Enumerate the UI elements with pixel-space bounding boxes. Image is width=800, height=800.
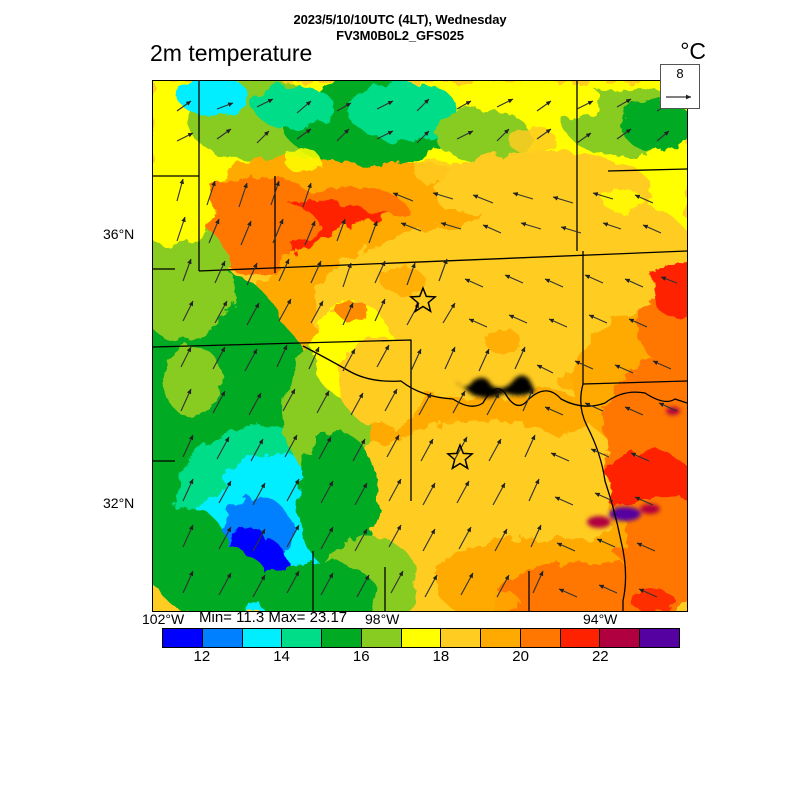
colorbar-segment-12 [640,629,679,647]
colorbar-tick-16: 16 [352,648,370,665]
colorbar-tick-14: 14 [273,648,290,665]
station-star-north [408,285,438,313]
colorbar-tick-20: 20 [512,648,529,665]
station-star-south [445,442,475,470]
wind-vector-key: 8 [660,64,700,109]
minmax-stats: Min= 11.3 Max= 23.17 [199,609,348,626]
axis-label-lon-94: 94°W [583,611,618,627]
colorbar [162,628,680,648]
axis-label-lon-102: 102°W [142,611,185,627]
colorbar-segment-5 [361,629,402,647]
units-label: °C [680,38,706,64]
title-datetime: 2023/5/10/10UTC (4LT), Wednesday [293,12,507,27]
colorbar-segment-8 [481,629,521,647]
colorbar-segment-9 [520,629,561,647]
colorbar-segment-3 [282,629,323,647]
colorbar-segment-7 [441,629,482,647]
axis-label-lat-36: 36°N [103,226,135,242]
axis-label-lon-98: 98°W [365,611,400,627]
title-model: FV3M0B0L2_GFS025 [336,28,464,43]
colorbar-segment-0 [163,629,203,647]
colorbar-ticks: 12 14 16 18 20 22 [162,648,680,668]
colorbar-segment-10 [560,629,601,647]
colorbar-tick-18: 18 [432,648,450,665]
axis-label-lat-32: 32°N [103,495,135,511]
wind-key-arrow-icon [666,94,692,100]
state-boundaries [153,81,687,611]
colorbar-segment-2 [242,629,283,647]
station-markers [408,285,475,470]
temperature-heatmap [153,81,687,611]
map-panel[interactable] [152,80,688,612]
colorbar-segment-4 [322,629,362,647]
field-title: 2m temperature [150,40,313,66]
wind-vector-field [176,98,678,598]
colorbar-tick-12: 12 [193,648,211,665]
wind-key-value: 8 [676,66,684,81]
colorbar-tick-22: 22 [591,648,609,665]
colorbar-segment-6 [401,629,442,647]
colorbar-segment-1 [202,629,243,647]
colorbar-segment-11 [600,629,641,647]
river-bend [455,375,535,398]
